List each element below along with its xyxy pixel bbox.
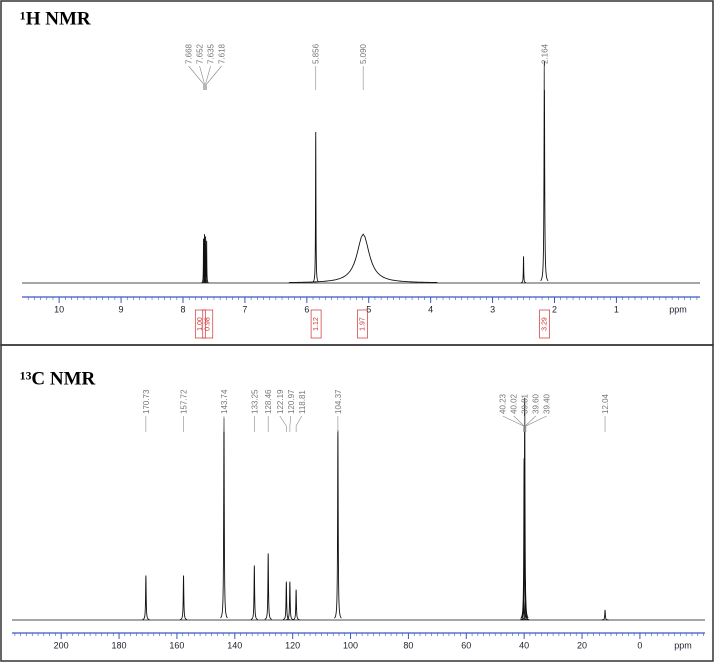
peak-leader [295, 415, 303, 432]
x-tick-label: 180 [112, 640, 127, 650]
peak-leader [205, 65, 211, 90]
x-tick-label: 20 [577, 640, 587, 650]
peak-label: 157.72 [180, 389, 189, 414]
integral-box [357, 309, 368, 339]
x-tick-label: 3 [490, 304, 495, 314]
peak [601, 609, 609, 621]
peak-leader [525, 415, 536, 432]
chart-title: ¹H NMR [20, 8, 91, 29]
x-tick-label: 9 [119, 304, 124, 314]
x-tick-label: 60 [461, 640, 471, 650]
x-tick-label: 200 [54, 640, 69, 650]
x-tick-label: 10 [54, 304, 64, 314]
peak-leader [188, 65, 204, 90]
peak [520, 256, 527, 284]
peak [220, 417, 228, 619]
peak [520, 397, 529, 619]
peak [204, 240, 209, 283]
peak-label: 40.23 [499, 393, 508, 414]
peak-label: 143.74 [220, 389, 229, 414]
x-tick-label: 5 [366, 304, 371, 314]
peak-leader [502, 415, 524, 432]
peak-label: 7.668 [185, 43, 194, 64]
peak-label: 128.46 [264, 389, 273, 414]
panel-border [0, 0, 714, 346]
peak-leader [199, 65, 205, 90]
peak-label: 5.856 [312, 43, 321, 64]
integral-label: 1.97 [359, 317, 366, 331]
peak-leader [206, 65, 222, 90]
peak [250, 565, 258, 620]
peak-label: 7.635 [207, 43, 216, 64]
integral-box [539, 309, 550, 339]
x-tick-label: 40 [519, 640, 529, 650]
x-tick-label: 120 [285, 640, 300, 650]
peak-leader [279, 415, 287, 432]
peak [142, 575, 150, 620]
x-tick-label: 0 [637, 640, 642, 650]
integral-box [194, 309, 206, 339]
peak-label: 170.73 [142, 389, 151, 414]
peak [334, 430, 342, 619]
peak-leader [525, 415, 547, 432]
integral-label: 1.12 [313, 317, 320, 331]
peak [288, 233, 438, 283]
peak [203, 236, 208, 283]
integral-label: 3.29 [541, 317, 548, 331]
peak-label: 104.37 [334, 389, 343, 414]
peak-label: 120.97 [287, 389, 296, 414]
x-tick-label: 8 [180, 304, 185, 314]
peak-label: 12.04 [601, 393, 610, 414]
peak-leader [513, 415, 525, 432]
x-tick-label: 4 [428, 304, 433, 314]
peak [264, 553, 272, 620]
peak [312, 132, 319, 282]
x-tick-label: 80 [403, 640, 413, 650]
peak-label: 2.164 [540, 43, 549, 64]
peak-label: 40.02 [510, 393, 519, 414]
peak-leader [289, 415, 292, 432]
panel-border [0, 344, 714, 662]
x-tick-label: 7 [242, 304, 247, 314]
peak-label: 39.40 [543, 393, 552, 414]
peak [286, 581, 294, 621]
peak [292, 589, 300, 621]
chart-title: ¹³C NMR [20, 368, 96, 389]
peak [282, 581, 290, 621]
peak [522, 609, 530, 621]
x-tick-label: 140 [227, 640, 242, 650]
peak-label: 133.25 [250, 389, 259, 414]
x-tick-label: 1 [614, 304, 619, 314]
x-axis-label: ppm [669, 304, 687, 314]
peak-label: 118.81 [298, 390, 307, 414]
x-tick-label: 6 [304, 304, 309, 314]
integral-label: 0.98 [205, 317, 212, 331]
peak-label: 39.81 [521, 393, 530, 414]
x-tick-label: 100 [343, 640, 358, 650]
integral-label: 1.00 [197, 317, 204, 331]
peak-label: 122.19 [276, 389, 285, 414]
integral-box [310, 309, 322, 339]
x-axis-label: ppm [674, 640, 692, 650]
peak [179, 575, 188, 620]
peak-label: 5.090 [359, 43, 368, 64]
peak-label: 39.60 [532, 393, 541, 414]
x-tick-label: 160 [169, 640, 184, 650]
x-tick-label: 2 [552, 304, 557, 314]
peak-label: 7.618 [218, 43, 227, 64]
peak [540, 60, 549, 282]
peak-label: 7.652 [196, 43, 205, 64]
integral-box [202, 309, 214, 339]
